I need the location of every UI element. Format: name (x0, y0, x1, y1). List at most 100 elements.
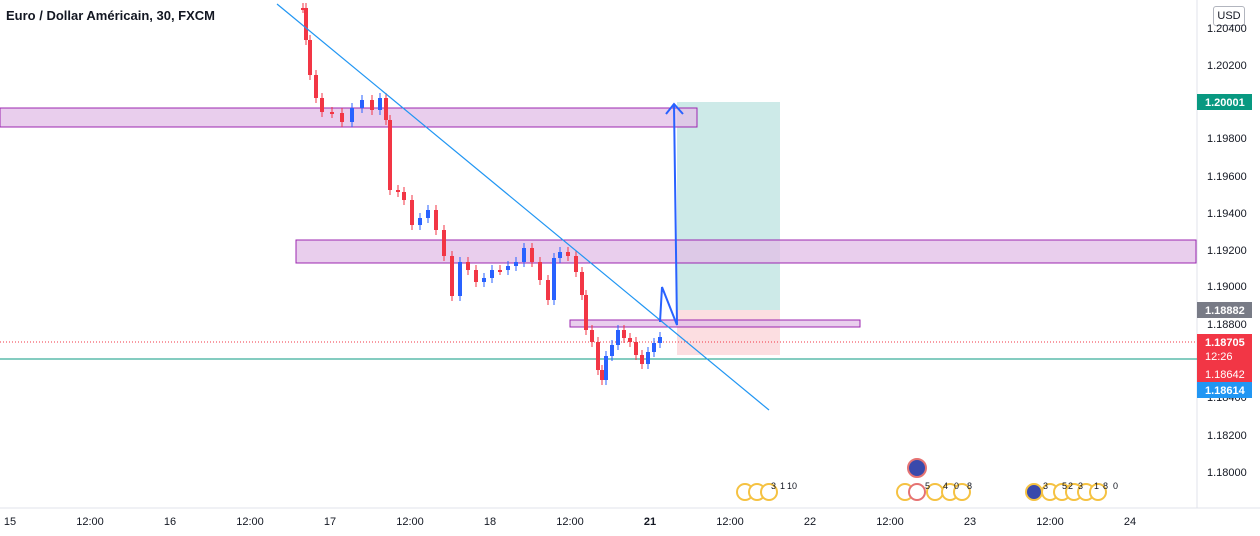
badge-countdown-text: 12:26 (1205, 351, 1233, 363)
event-count: 2 (1068, 481, 1073, 491)
badge-last-price (1197, 334, 1252, 366)
candle-body (330, 112, 334, 114)
y-tick-label: 1.19200 (1207, 245, 1247, 257)
event-count: 0 (954, 481, 959, 491)
projection-path[interactable] (659, 104, 678, 326)
economic-events[interactable]: 3 1 10 5 4 0 8 3 5 2 3 1 (736, 458, 1118, 501)
currency-button[interactable]: USD (1213, 6, 1245, 26)
candle-body (360, 100, 364, 108)
eu-flag-icon[interactable] (907, 458, 927, 478)
event-group-2[interactable]: 5 4 0 8 (896, 458, 972, 501)
candle-body (530, 248, 534, 262)
y-tick-label: 1.18000 (1207, 467, 1247, 479)
candle-body (522, 248, 526, 262)
x-tick-label: 12:00 (716, 516, 744, 528)
candle-body (466, 262, 470, 270)
us-flag-icon[interactable] (1089, 483, 1107, 501)
x-tick-label: 12:00 (396, 516, 424, 528)
badge-bid (1197, 366, 1252, 382)
x-tick-label: 18 (484, 516, 496, 528)
eu-flag-icon[interactable] (1025, 483, 1043, 501)
position-stop-zone[interactable] (677, 310, 780, 355)
candle-body (350, 108, 354, 122)
candlestick-series (301, 3, 662, 385)
candle-body (634, 342, 638, 355)
price-axis: 1.20400 1.20200 1.19800 1.19600 1.19400 … (1207, 23, 1247, 479)
event-count: 5 (1062, 481, 1067, 491)
x-tick-label: 23 (964, 516, 976, 528)
y-tick-label: 1.19000 (1207, 281, 1247, 293)
event-count: 5 (925, 481, 930, 491)
support-zone-lower[interactable] (569, 319, 861, 328)
candle-body (616, 330, 620, 345)
event-count: 3 (771, 481, 776, 491)
candle-body (558, 252, 562, 258)
event-group-1[interactable]: 3 1 10 (736, 481, 797, 501)
us-flag-icon[interactable] (760, 483, 778, 501)
candle-body (474, 270, 478, 282)
us-flag-icon[interactable] (953, 483, 971, 501)
event-count: 1 (1094, 481, 1099, 491)
badge-ask-text: 1.18614 (1205, 385, 1246, 397)
candle-body (580, 272, 584, 295)
candle-body (596, 342, 600, 370)
event-count: 0 (1113, 481, 1118, 491)
us-flag-icon[interactable] (908, 483, 926, 501)
candle-body (301, 8, 305, 10)
badge-last-price-text: 1.18705 (1205, 337, 1245, 349)
descending-trendline[interactable] (276, 3, 770, 411)
candle-body (482, 278, 486, 282)
candle-body (584, 295, 588, 330)
y-tick-label: 1.18200 (1207, 430, 1247, 442)
badge-entry (1197, 302, 1252, 318)
event-group-3[interactable]: 3 5 2 3 1 8 0 (1025, 481, 1118, 501)
candle-body (506, 266, 510, 270)
y-tick-label: 1.19600 (1207, 171, 1247, 183)
candle-body (378, 98, 382, 110)
position-target-zone[interactable] (677, 102, 780, 310)
x-tick-label: 17 (324, 516, 336, 528)
x-tick-label: 22 (804, 516, 816, 528)
candle-body (320, 98, 324, 112)
candle-body (450, 256, 454, 296)
candle-body (388, 120, 392, 190)
resistance-zone-middle[interactable] (295, 239, 1197, 264)
candle-body (546, 280, 550, 300)
candle-body (604, 356, 608, 380)
candle-body (552, 258, 556, 300)
candle-body (652, 343, 656, 352)
candle-body (410, 200, 414, 225)
candle-body (308, 40, 312, 75)
x-tick-label: 12:00 (1036, 516, 1064, 528)
time-axis: 15 12:00 16 12:00 17 12:00 18 12:00 21 1… (4, 516, 1136, 528)
price-badges: 1.20001 1.18882 1.18705 12:26 1.18642 1.… (1197, 94, 1252, 398)
x-tick-label: 12:00 (876, 516, 904, 528)
y-tick-label: 1.20400 (1207, 23, 1247, 35)
candle-body (314, 75, 318, 98)
x-tick-label: 12:00 (236, 516, 264, 528)
candle-body (610, 345, 614, 356)
x-tick-label: 15 (4, 516, 16, 528)
arrow-up-icon (665, 102, 684, 115)
candle-body (622, 330, 626, 338)
candle-body (490, 270, 494, 278)
candle-body (628, 338, 632, 342)
candle-body (566, 252, 570, 256)
candle-body (442, 230, 446, 256)
candle-body (658, 337, 662, 343)
x-tick-label: 21 (644, 516, 656, 528)
y-tick-label: 1.19800 (1207, 133, 1247, 145)
candle-body (646, 352, 650, 364)
event-count: 3 (1043, 481, 1048, 491)
candle-body (370, 100, 374, 110)
candle-body (396, 190, 400, 192)
badge-ask (1197, 382, 1252, 398)
candle-body (418, 218, 422, 225)
resistance-zone-upper[interactable] (0, 107, 698, 128)
badge-bid-text: 1.18642 (1205, 369, 1245, 381)
badge-target (1197, 94, 1252, 110)
candle-body (340, 113, 344, 122)
y-tick-label: 1.18800 (1207, 319, 1247, 331)
badge-entry-text: 1.18882 (1205, 305, 1245, 317)
